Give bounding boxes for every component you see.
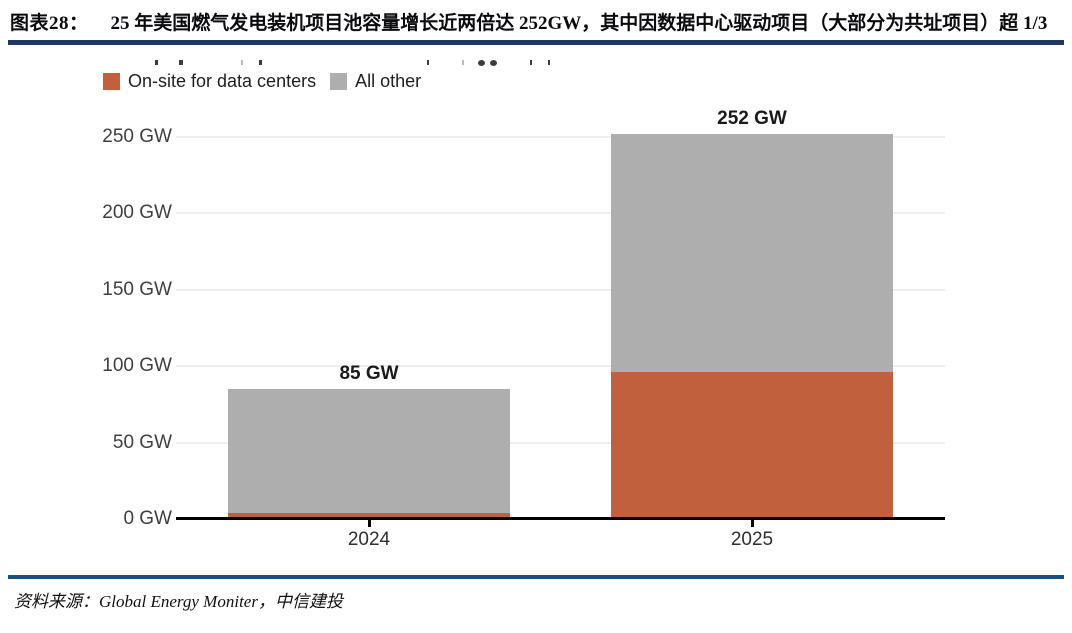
x-axis-label-2024: 2024 (347, 529, 391, 550)
cropped-text-fragment (548, 60, 550, 65)
bar-total-label-2025: 252 GW (717, 107, 787, 129)
bar-segment-on-site-2025 (611, 372, 893, 519)
cropped-text-fragment (179, 60, 183, 65)
legend-label: All other (355, 71, 422, 91)
gridline-150 (176, 288, 945, 291)
cropped-text-fragment (241, 60, 243, 65)
cropped-text-fragment (427, 60, 429, 65)
header-rule (8, 40, 1064, 45)
cropped-text-fragment (155, 60, 158, 65)
bar-segment-on-site-2024 (228, 512, 510, 519)
bar-segment-all-other-2025 (611, 133, 893, 373)
legend-label: On-site for data centers (128, 71, 317, 91)
cropped-text-fragment (490, 60, 497, 66)
y-axis-tick-label: 100 GW (102, 355, 172, 377)
y-axis-tick-label: 150 GW (102, 278, 172, 300)
x-axis-line (176, 517, 945, 520)
legend-item-on-site: On-site for data centers (103, 71, 316, 92)
x-axis-tick-2024 (368, 519, 371, 527)
bar-total-label-2024: 85 GW (339, 363, 399, 385)
gridline-100 (176, 365, 945, 368)
figure-title: 25 年美国燃气发电装机项目池容量增长近两倍达 252GW，其中因数据中心驱动项… (110, 13, 1048, 34)
bar-segment-all-other-2024 (228, 389, 510, 513)
figure-number: 图表28： (10, 13, 89, 34)
legend-swatch-icon (330, 73, 348, 90)
cropped-text-fragment (478, 60, 485, 66)
footer-rule (8, 575, 1064, 579)
x-axis-label-2025: 2025 (730, 529, 774, 550)
gridline-50 (176, 441, 945, 444)
cropped-text-fragment (530, 60, 532, 65)
legend-swatch-icon (103, 73, 120, 90)
y-axis-tick-label: 250 GW (102, 126, 172, 147)
x-axis-tick-2025 (751, 519, 754, 527)
source-line: 资料来源：Global Energy Moniter，中信建投 (14, 592, 343, 611)
y-axis-tick-label: 0 GW (123, 508, 172, 529)
y-axis-tick-label: 200 GW (102, 202, 172, 224)
cropped-text-fragment (462, 60, 464, 65)
chart-legend: On-site for data centers All other (103, 71, 421, 92)
cropped-text-fragment (259, 60, 262, 65)
figure-header: 图表28： 25 年美国燃气发电装机项目池容量增长近两倍达 252GW，其中因数… (10, 8, 1066, 35)
gridline-250 (176, 136, 945, 138)
gridline-200 (176, 212, 945, 215)
legend-item-all-other: All other (330, 71, 421, 92)
y-axis-tick-label: 50 GW (112, 431, 172, 453)
